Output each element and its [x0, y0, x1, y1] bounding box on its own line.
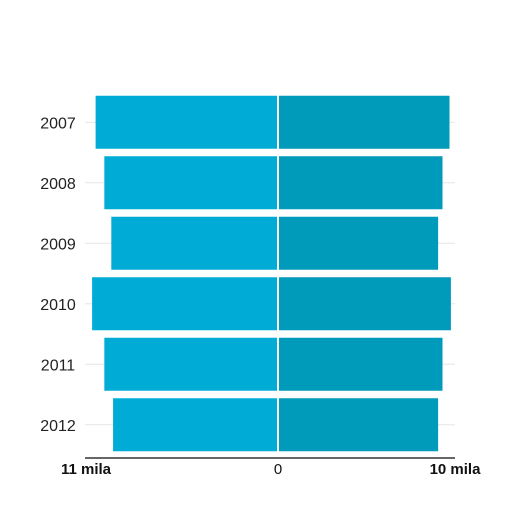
bar-right-2008	[278, 156, 443, 210]
tick-label-2012: 2012	[40, 418, 76, 435]
bar-right-2010	[278, 277, 451, 331]
bar-right-2007	[278, 95, 450, 149]
year-tick-labels: 2007 2008 2009 2010 2011 2012	[40, 115, 76, 435]
bar-left-2010	[92, 277, 278, 331]
bar-left-2012	[113, 398, 279, 452]
x-axis-right-label: 10 mila	[430, 461, 482, 478]
bar-left-2007	[95, 95, 278, 149]
bar-right-2009	[278, 216, 439, 270]
bar-left-2011	[104, 337, 278, 391]
x-axis-center-label: 0	[274, 461, 282, 478]
tick-label-2007: 2007	[40, 115, 76, 132]
x-axis-left-label: 11 mila	[61, 461, 112, 478]
right-series-bars	[278, 95, 451, 452]
tick-label-2008: 2008	[40, 176, 76, 193]
tick-label-2009: 2009	[40, 236, 76, 253]
bar-left-2008	[104, 156, 278, 210]
tick-label-2010: 2010	[40, 297, 76, 314]
left-series-bars	[92, 95, 279, 452]
tick-label-2011: 2011	[41, 357, 76, 374]
bar-left-2009	[111, 216, 279, 270]
bar-right-2011	[278, 337, 443, 391]
bar-right-2012	[278, 398, 439, 452]
